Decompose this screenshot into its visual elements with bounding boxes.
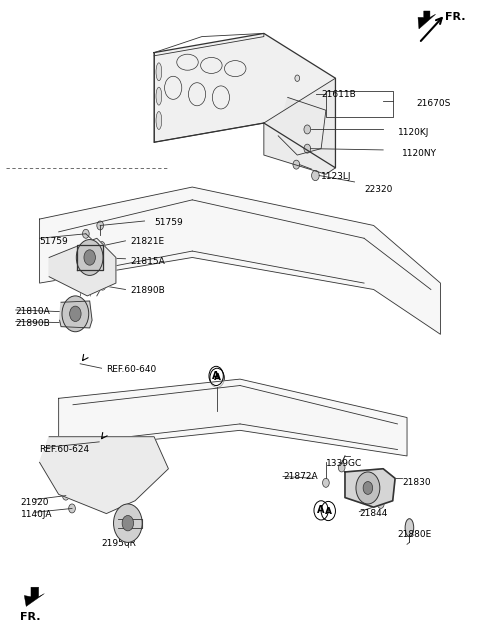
Circle shape — [97, 221, 104, 230]
Circle shape — [363, 482, 372, 494]
Circle shape — [69, 504, 75, 513]
Text: 51759: 51759 — [154, 218, 183, 227]
Circle shape — [377, 500, 384, 509]
Polygon shape — [39, 437, 168, 514]
Text: 1123LJ: 1123LJ — [321, 172, 352, 181]
Circle shape — [304, 125, 311, 134]
Circle shape — [62, 296, 89, 332]
Polygon shape — [59, 379, 407, 456]
Circle shape — [323, 478, 329, 487]
Text: 1120KJ: 1120KJ — [397, 128, 429, 137]
Circle shape — [319, 145, 324, 152]
Circle shape — [70, 306, 81, 322]
Text: 1120NY: 1120NY — [402, 149, 437, 158]
Text: A: A — [325, 507, 332, 516]
Circle shape — [64, 319, 70, 327]
Text: 21890B: 21890B — [130, 286, 165, 295]
Text: 21872A: 21872A — [283, 472, 318, 481]
Text: 51759: 51759 — [39, 237, 68, 246]
Polygon shape — [24, 587, 44, 606]
Circle shape — [114, 504, 142, 543]
Polygon shape — [49, 239, 116, 296]
Text: A: A — [214, 374, 221, 383]
Circle shape — [98, 242, 105, 250]
Circle shape — [99, 281, 106, 290]
Text: 21880E: 21880E — [397, 530, 432, 539]
Text: 1339GC: 1339GC — [326, 459, 362, 468]
Ellipse shape — [156, 111, 162, 129]
Polygon shape — [264, 78, 336, 174]
Text: 21821E: 21821E — [130, 237, 164, 246]
Text: FR.: FR. — [21, 612, 41, 622]
Text: 21815A: 21815A — [130, 257, 165, 266]
Polygon shape — [39, 187, 441, 334]
Text: 21810A: 21810A — [16, 307, 50, 316]
Circle shape — [356, 472, 380, 504]
Polygon shape — [60, 301, 92, 328]
Text: 21670S: 21670S — [417, 99, 451, 108]
Circle shape — [304, 144, 311, 153]
Circle shape — [76, 240, 103, 275]
Text: 21611B: 21611B — [321, 90, 356, 99]
Polygon shape — [418, 11, 436, 29]
Ellipse shape — [405, 519, 414, 537]
Circle shape — [62, 491, 69, 500]
Circle shape — [122, 516, 133, 531]
Circle shape — [309, 107, 314, 113]
Ellipse shape — [156, 87, 162, 105]
Circle shape — [295, 75, 300, 82]
Circle shape — [83, 230, 89, 239]
Text: 21950R: 21950R — [102, 539, 136, 548]
Circle shape — [338, 463, 345, 472]
Text: A: A — [212, 371, 220, 381]
Polygon shape — [278, 98, 326, 155]
Text: 21920: 21920 — [21, 498, 49, 507]
Circle shape — [285, 139, 290, 145]
Text: REF.60-624: REF.60-624 — [39, 445, 90, 454]
Polygon shape — [345, 469, 395, 507]
Polygon shape — [76, 245, 103, 270]
Text: 1140JA: 1140JA — [21, 511, 52, 520]
Circle shape — [84, 249, 96, 265]
Text: 21890B: 21890B — [16, 319, 50, 328]
Polygon shape — [118, 519, 142, 528]
Text: 21844: 21844 — [360, 509, 388, 518]
Polygon shape — [154, 33, 336, 168]
Text: A: A — [317, 505, 325, 516]
Text: FR.: FR. — [445, 12, 466, 23]
Text: 22320: 22320 — [364, 185, 393, 194]
Ellipse shape — [156, 63, 162, 81]
Circle shape — [293, 160, 300, 169]
Circle shape — [312, 170, 319, 181]
Text: REF.60-640: REF.60-640 — [107, 365, 156, 374]
Text: 21830: 21830 — [402, 478, 431, 487]
